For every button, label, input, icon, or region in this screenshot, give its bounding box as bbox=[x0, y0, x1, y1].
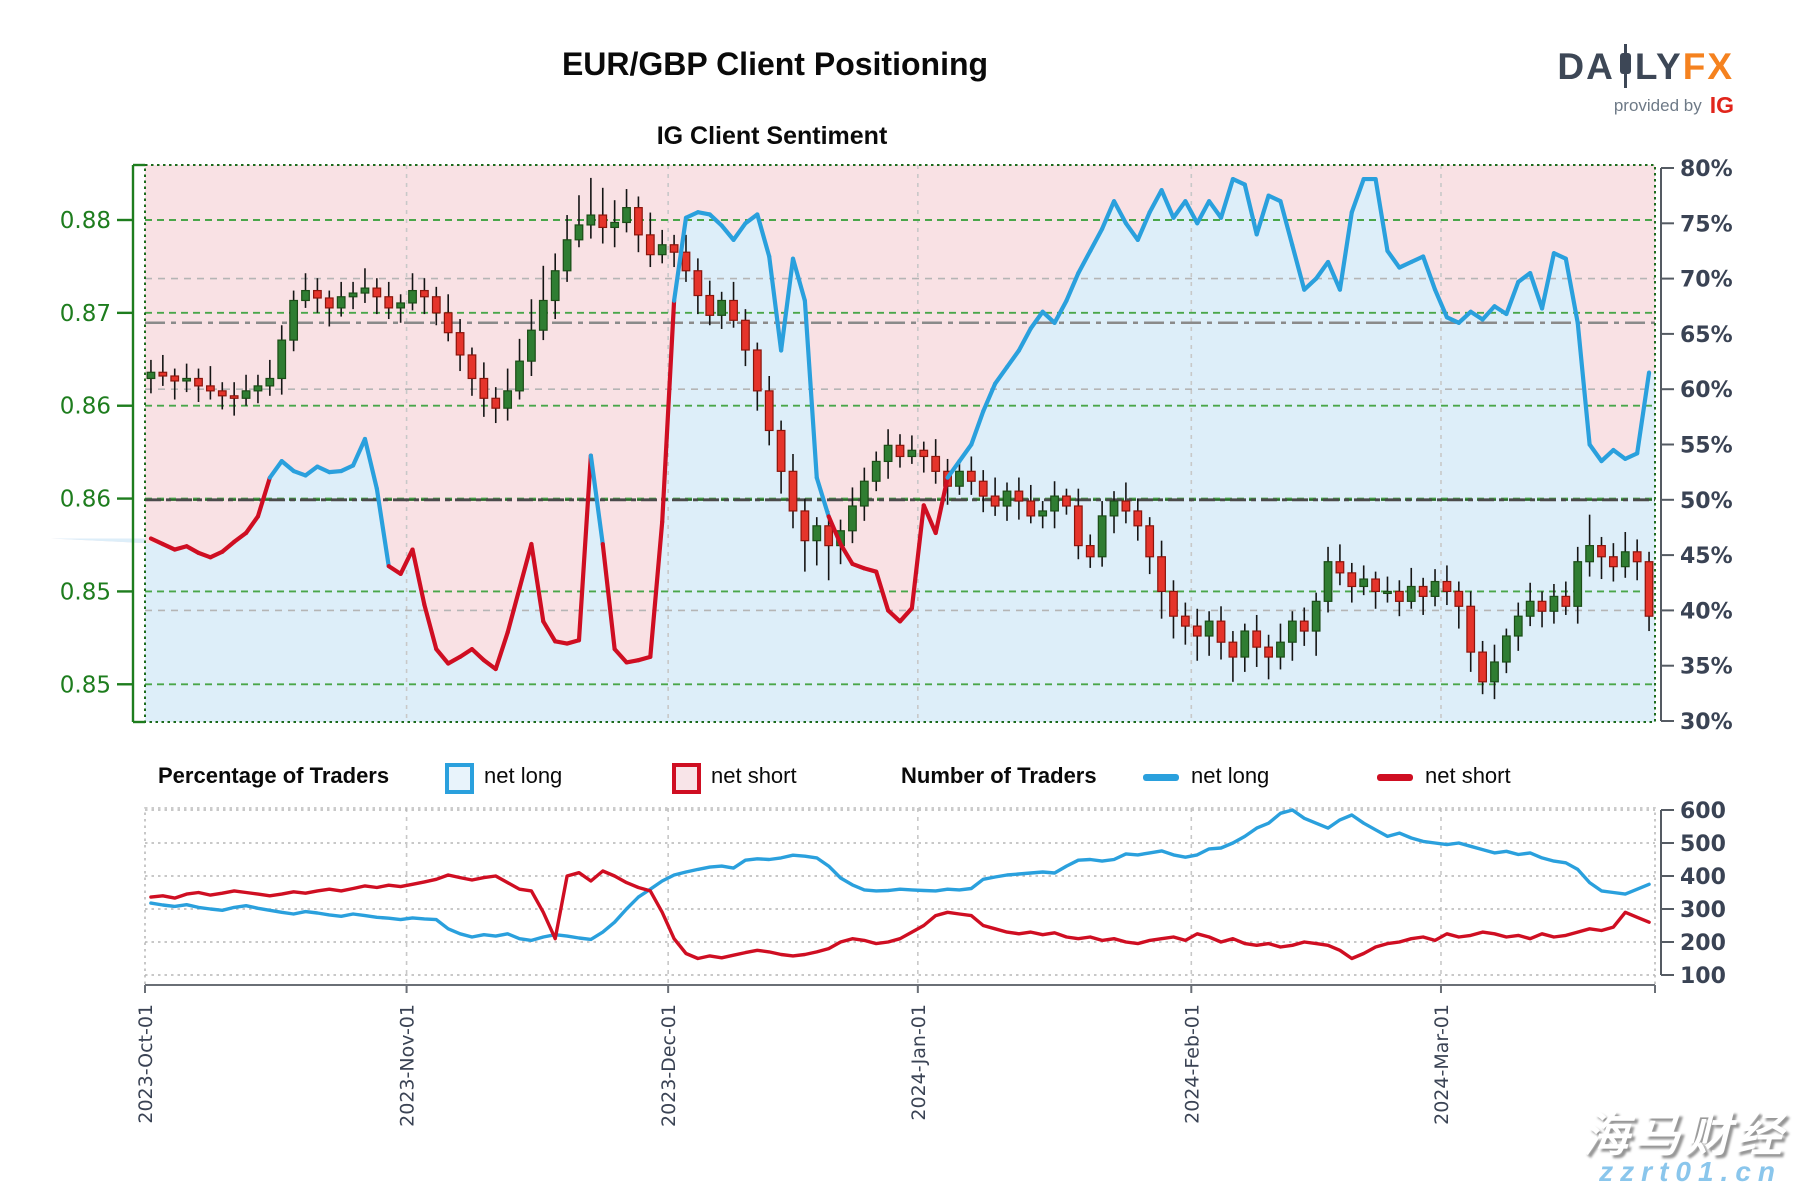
svg-text:500: 500 bbox=[1680, 832, 1726, 857]
svg-text:65%: 65% bbox=[1680, 323, 1733, 348]
svg-text:2024-Jan-01: 2024-Jan-01 bbox=[908, 1004, 930, 1121]
net-short-line-icon bbox=[1377, 774, 1413, 781]
svg-text:30%: 30% bbox=[1680, 710, 1733, 735]
svg-text:75%: 75% bbox=[1680, 212, 1733, 237]
svg-text:0.88: 0.88 bbox=[60, 208, 111, 234]
svg-text:60%: 60% bbox=[1680, 378, 1733, 403]
legend-percentage-of-traders: Percentage of Traders bbox=[158, 763, 390, 788]
logo-text-da: DA bbox=[1557, 45, 1615, 87]
svg-text:200: 200 bbox=[1680, 931, 1726, 956]
svg-text:2023-Dec-01: 2023-Dec-01 bbox=[658, 1004, 680, 1127]
svg-text:55%: 55% bbox=[1680, 434, 1733, 459]
svg-text:40%: 40% bbox=[1680, 599, 1733, 624]
legend-net-long-count: net long bbox=[1191, 763, 1270, 788]
legend-net-short-count: net short bbox=[1425, 763, 1511, 788]
svg-text:70%: 70% bbox=[1680, 268, 1733, 293]
net-long-swatch-icon bbox=[445, 763, 474, 794]
logo-text-fx: FX bbox=[1682, 45, 1734, 87]
logo-text-ly: LY bbox=[1634, 45, 1683, 87]
page-title: EUR/GBP Client Positioning bbox=[561, 46, 989, 82]
svg-text:0.86: 0.86 bbox=[60, 487, 111, 513]
svg-text:0.86: 0.86 bbox=[60, 394, 111, 420]
svg-text:0.85: 0.85 bbox=[60, 579, 111, 605]
dailyfx-logo: DA LY FX provided by IG bbox=[1557, 44, 1734, 119]
chart-title: IG Client Sentiment bbox=[656, 122, 888, 150]
svg-text:0.87: 0.87 bbox=[60, 301, 111, 327]
net-short-swatch-icon bbox=[672, 763, 701, 794]
net-long-line-icon bbox=[1143, 774, 1179, 781]
svg-text:400: 400 bbox=[1680, 865, 1726, 890]
svg-text:2024-Mar-01: 2024-Mar-01 bbox=[1431, 1004, 1453, 1125]
svg-text:80%: 80% bbox=[1680, 157, 1733, 182]
watermark-text: 海马财经 bbox=[1582, 1108, 1786, 1161]
svg-text:0.85: 0.85 bbox=[60, 672, 111, 698]
svg-text:35%: 35% bbox=[1680, 655, 1733, 680]
ig-logo: IG bbox=[1709, 92, 1734, 118]
svg-text:2024-Feb-01: 2024-Feb-01 bbox=[1181, 1004, 1203, 1124]
svg-text:2023-Nov-01: 2023-Nov-01 bbox=[397, 1004, 419, 1127]
legend-net-short-pct: net short bbox=[711, 763, 797, 788]
legend-net-long-pct: net long bbox=[484, 763, 563, 788]
svg-text:300: 300 bbox=[1680, 898, 1726, 923]
svg-text:2023-Oct-01: 2023-Oct-01 bbox=[135, 1004, 157, 1124]
watermark-url: zzrt01.cn bbox=[1599, 1156, 1782, 1187]
candlestick-icon bbox=[1617, 44, 1633, 88]
svg-text:600: 600 bbox=[1680, 799, 1726, 824]
legend-number-of-traders: Number of Traders bbox=[901, 763, 1097, 788]
svg-text:100: 100 bbox=[1680, 964, 1726, 989]
svg-text:50%: 50% bbox=[1680, 489, 1733, 514]
svg-text:45%: 45% bbox=[1680, 544, 1733, 569]
provided-by-label: provided by bbox=[1613, 95, 1702, 115]
